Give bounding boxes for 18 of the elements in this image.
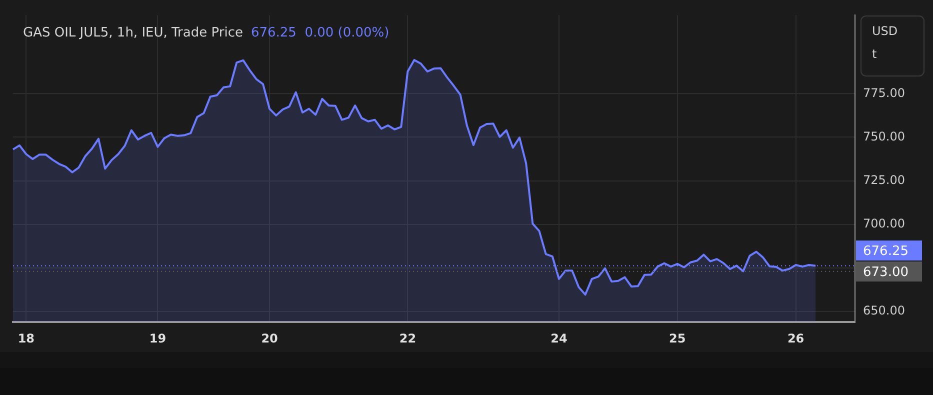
ref-line-label: 676.25	[863, 244, 908, 259]
text: t	[872, 47, 877, 62]
x-tick-label: 25	[669, 331, 686, 346]
y-tick-label: 775.00	[863, 86, 905, 100]
y-tick-label: 700.00	[863, 216, 905, 231]
y-tick-label: 750.00	[863, 129, 905, 144]
text: USD	[872, 24, 898, 38]
y-tick-label: 650.00	[863, 304, 905, 318]
x-tick-label: 24	[550, 331, 568, 346]
x-tick-label: 20	[261, 331, 278, 346]
y-tick-label: 725.00	[863, 172, 905, 187]
x-tick-label: 22	[399, 331, 416, 346]
text: 676.25 0.00 (0.00%)	[250, 25, 390, 40]
ref-line-label: 673.00	[863, 264, 908, 280]
x-tick-label: 18	[18, 331, 35, 346]
x-tick-label: 19	[149, 331, 166, 346]
text: GAS OIL JUL5, 1h, IEU, Trade Price	[23, 25, 243, 40]
x-tick-label: 26	[787, 331, 804, 346]
